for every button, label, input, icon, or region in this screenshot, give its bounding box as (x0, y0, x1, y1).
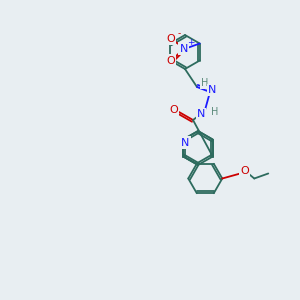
Text: O: O (166, 34, 175, 44)
Text: -: - (177, 29, 180, 38)
Text: O: O (240, 167, 249, 176)
Text: O: O (169, 105, 178, 115)
Text: N: N (179, 44, 188, 53)
Text: N: N (197, 109, 205, 119)
Text: O: O (166, 56, 175, 65)
Text: N: N (208, 85, 216, 95)
Text: H: H (201, 78, 209, 88)
Text: N: N (181, 137, 190, 148)
Text: H: H (211, 107, 219, 117)
Text: +: + (187, 38, 194, 47)
